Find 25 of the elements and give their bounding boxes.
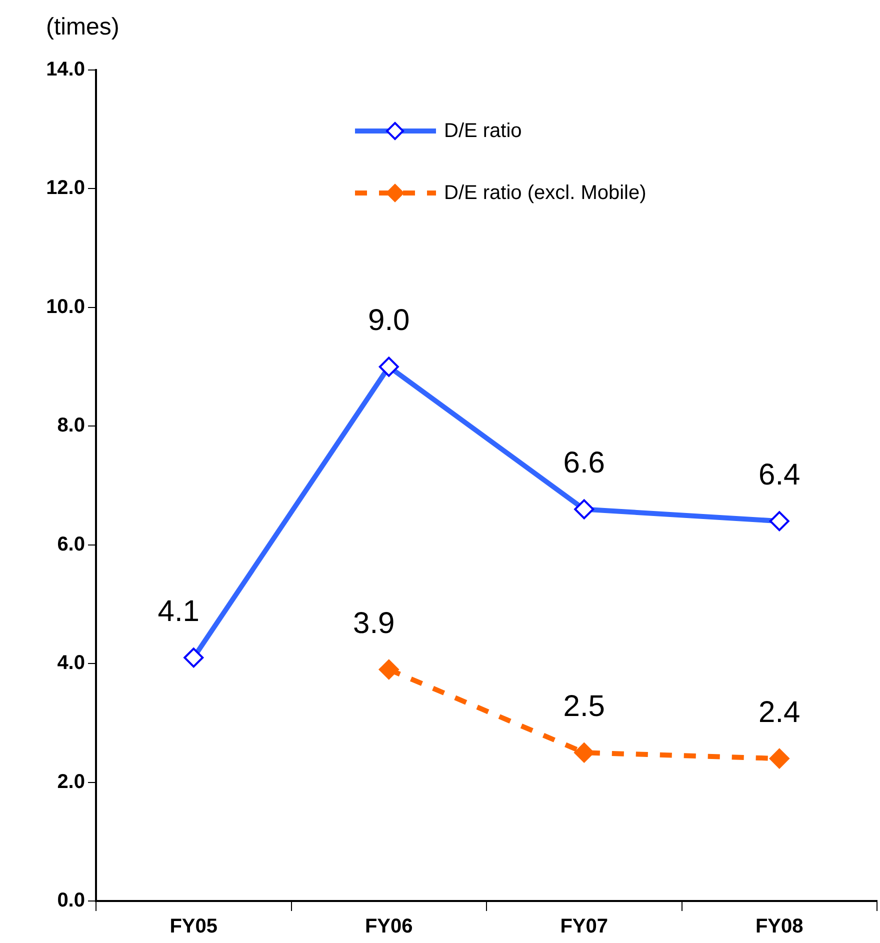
- y-tick-label: 10.0: [46, 296, 85, 318]
- y-tick-label: 6.0: [57, 533, 85, 556]
- point: [378, 660, 399, 680]
- data-label: 3.9: [353, 606, 395, 640]
- point: [574, 742, 594, 763]
- y-tick-label: 12.0: [46, 177, 85, 200]
- y-tick-label: 14.0: [46, 58, 85, 81]
- x-tick-label: FY06: [364, 916, 413, 938]
- x-tick-label: FY05: [170, 916, 218, 938]
- x-tick-label: FY07: [560, 916, 608, 938]
- data-label: 6.6: [563, 446, 605, 480]
- y-tick-label: 4.0: [57, 652, 85, 674]
- data-label: 4.1: [158, 594, 200, 628]
- y-axis-title: (times): [46, 14, 120, 41]
- point: [769, 748, 790, 769]
- data-label: 2.5: [563, 690, 605, 723]
- legend-label: D/E ratio: [444, 120, 522, 142]
- legend-label: D/E ratio (excl. Mobile): [444, 182, 646, 204]
- x-tick-label: FY08: [755, 916, 804, 938]
- y-tick-label: 0.0: [57, 890, 85, 912]
- y-tick-label: 8.0: [57, 414, 85, 437]
- y-tick-label: 2.0: [57, 770, 85, 793]
- data-label: 6.4: [758, 458, 800, 492]
- data-label: 9.0: [368, 304, 410, 338]
- data-label: 2.4: [758, 696, 800, 729]
